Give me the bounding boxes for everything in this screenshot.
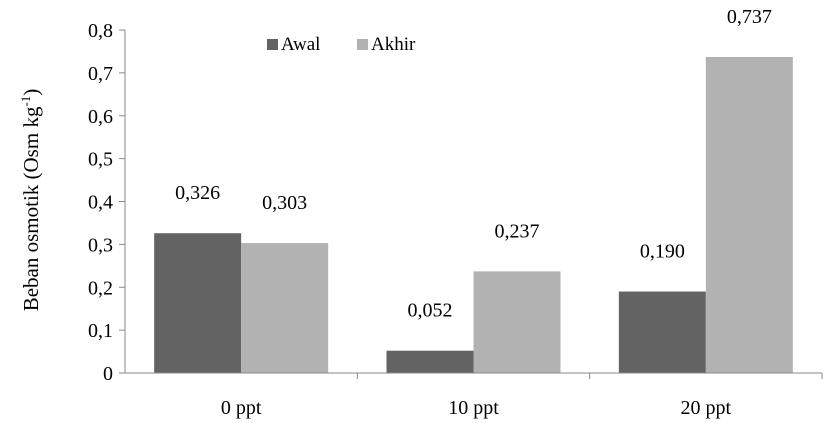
legend-swatch-awal xyxy=(267,39,278,50)
legend-label-akhir: Akhir xyxy=(371,34,416,55)
data-label-awal-0: 0,326 xyxy=(175,182,220,204)
bar-awal-2 xyxy=(618,291,706,373)
y-tick-label: 0,8 xyxy=(88,20,113,42)
data-label-akhir-1: 0,237 xyxy=(495,220,540,242)
y-tick-label: 0,2 xyxy=(88,277,113,299)
data-label-akhir-2: 0,737 xyxy=(727,6,772,28)
y-axis-label-superscript: -1 xyxy=(18,96,33,107)
y-tick-label: 0,6 xyxy=(88,106,113,128)
y-axis-ticks: 0 0,1 0,2 0,3 0,4 0,5 0,6 0,7 0,8 xyxy=(88,20,125,385)
y-tick-label: 0,4 xyxy=(88,192,113,214)
y-tick-label: 0 xyxy=(103,363,113,385)
legend-swatch-akhir xyxy=(357,39,368,50)
data-label-awal-1: 0,052 xyxy=(408,300,453,322)
bar-akhir-0 xyxy=(241,243,329,373)
bars xyxy=(154,57,793,373)
x-axis-ticks: 0 ppt 10 ppt 20 ppt xyxy=(221,373,823,419)
y-tick-label: 0,7 xyxy=(88,63,113,85)
bar-akhir-2 xyxy=(705,57,793,373)
legend-label-awal: Awal xyxy=(281,34,320,55)
x-tick-label: 0 ppt xyxy=(221,397,262,419)
y-axis-label-main: Beban osmotik (Osm kg xyxy=(19,106,43,311)
y-axis-label-text: Beban osmotik (Osm kg-1) xyxy=(18,89,43,312)
y-tick-label: 0,5 xyxy=(88,149,113,171)
y-axis-label: Beban osmotik (Osm kg-1) xyxy=(18,89,43,312)
legend: Awal Akhir xyxy=(267,34,416,55)
data-labels: 0,326 0,303 0,052 0,237 0,190 0,737 xyxy=(175,6,772,322)
data-label-akhir-0: 0,303 xyxy=(262,192,307,214)
y-tick-label: 0,1 xyxy=(88,320,113,342)
x-tick-label: 10 ppt xyxy=(448,397,499,419)
bar-awal-0 xyxy=(154,233,242,373)
x-tick-label: 20 ppt xyxy=(681,397,732,419)
bar-akhir-1 xyxy=(473,271,561,373)
y-axis-label-end: ) xyxy=(19,89,43,96)
bar-awal-1 xyxy=(386,350,474,373)
data-label-awal-2: 0,190 xyxy=(640,241,685,263)
y-tick-label: 0,3 xyxy=(88,234,113,256)
